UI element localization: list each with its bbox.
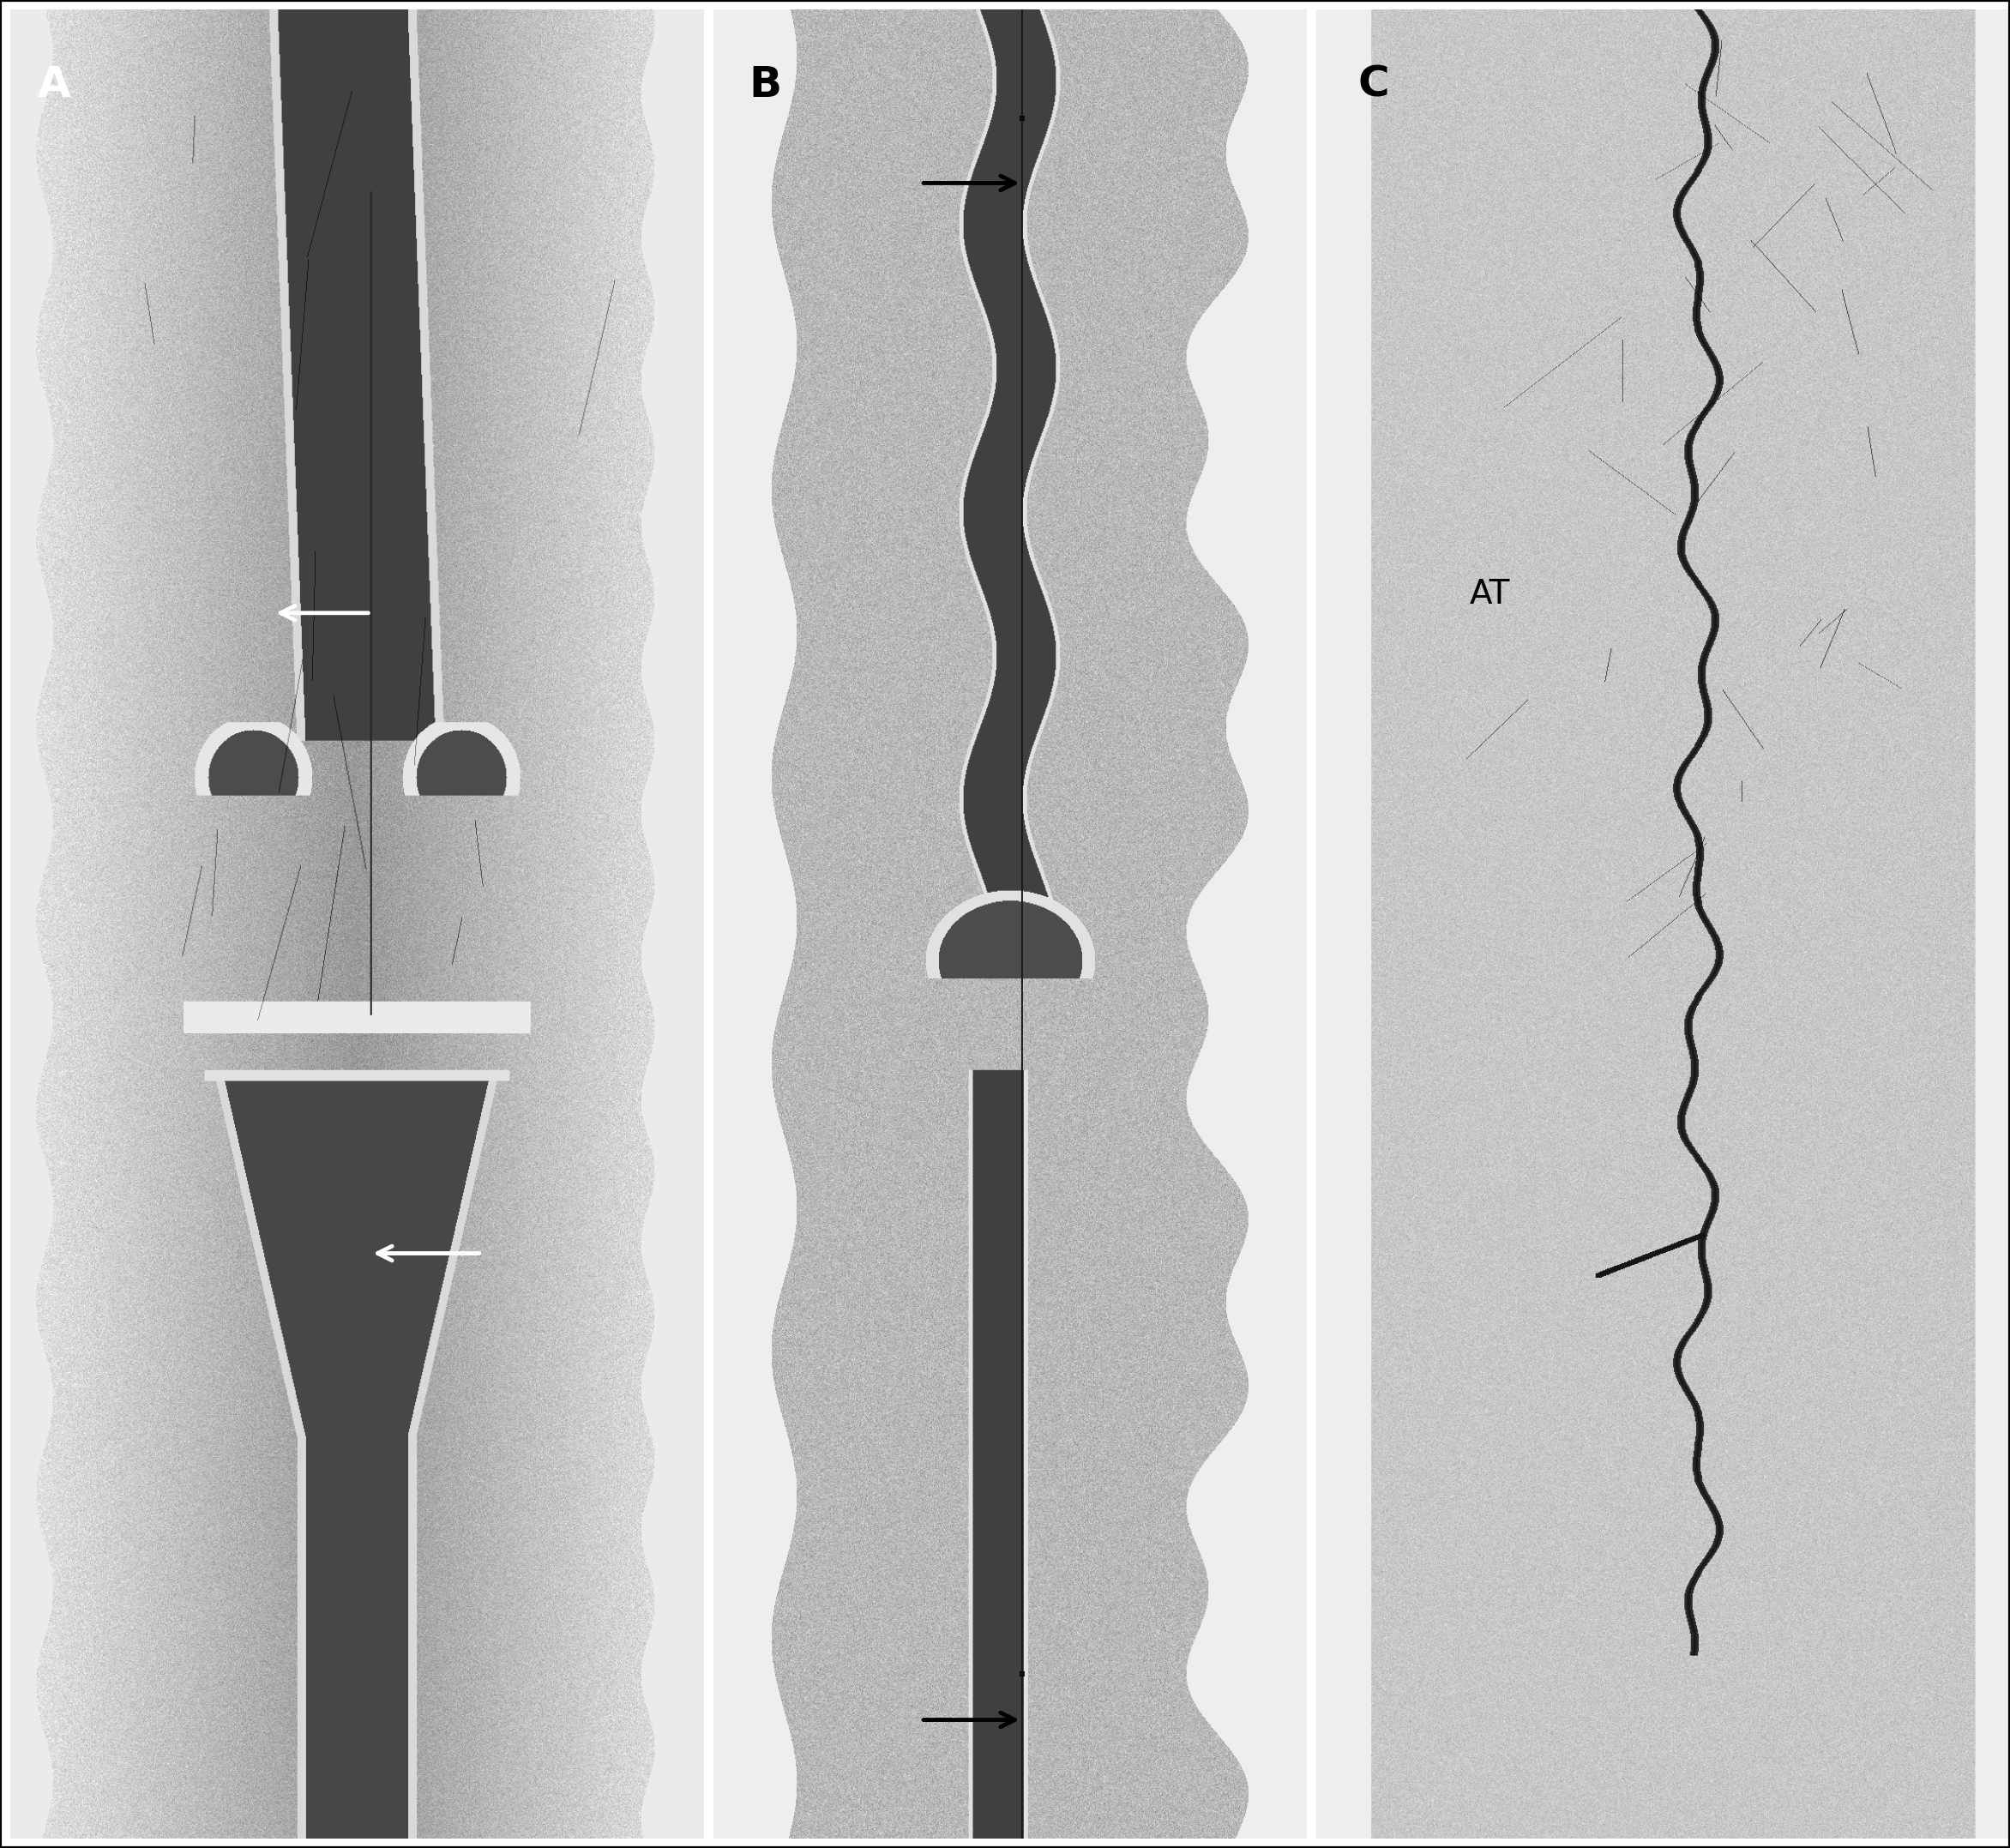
Text: C: C [1359, 65, 1389, 105]
Text: B: B [750, 65, 782, 105]
Text: AT: AT [1469, 578, 1510, 612]
Text: A: A [38, 65, 70, 105]
